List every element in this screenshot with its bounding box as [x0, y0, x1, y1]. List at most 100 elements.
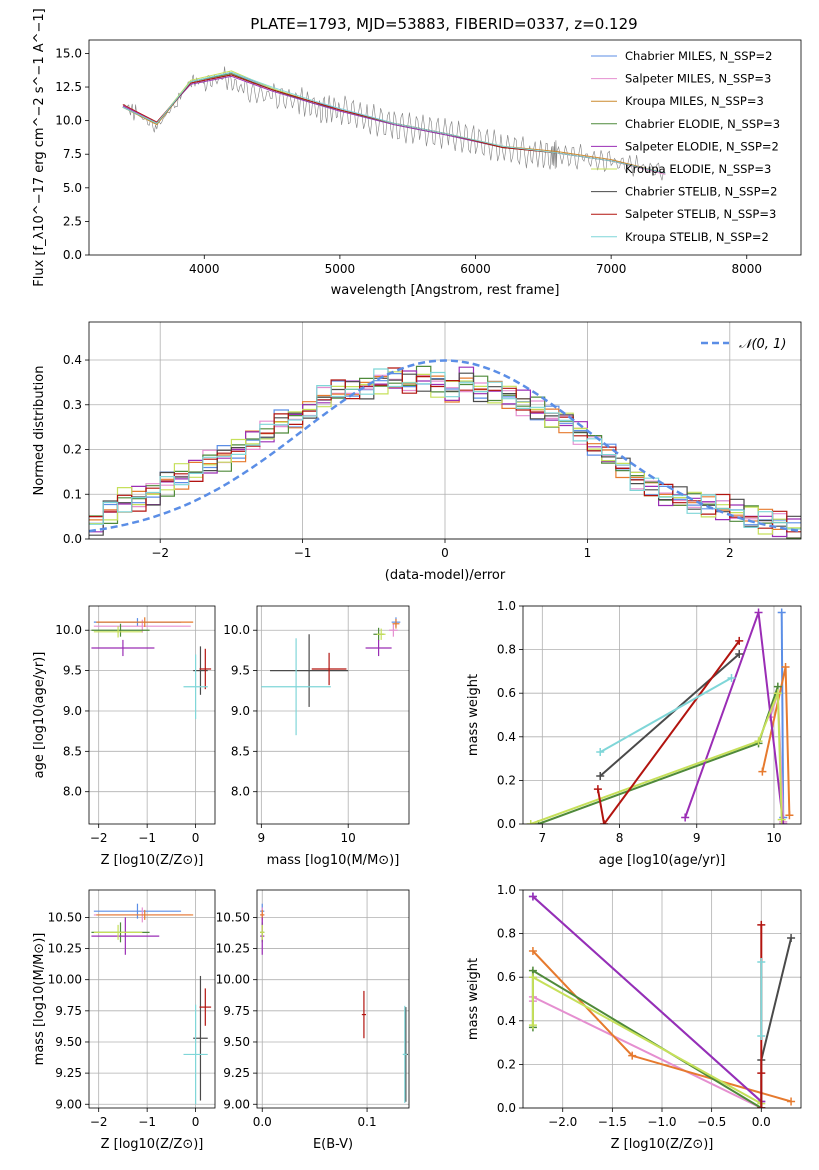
x-tick-label: 0.1 [358, 1115, 377, 1129]
y-tick-label: 0.8 [497, 643, 516, 657]
weight-marker [528, 973, 537, 982]
axes-frame [522, 889, 802, 1109]
axes-frame [256, 889, 410, 1109]
x-tick-label: 7 [538, 831, 546, 845]
weight-marker [777, 815, 786, 824]
weight-marker [754, 608, 763, 617]
y-tick-label: 9.0 [63, 704, 82, 718]
weight-marker [757, 1032, 766, 1041]
x-tick-label: 4000 [189, 262, 220, 276]
weight-line-5 [530, 692, 783, 824]
y-axis-label: mass weight [466, 958, 481, 1040]
x-axis-label: age [log10(age/yr)] [599, 853, 726, 868]
y-tick-label: 10.0 [223, 623, 250, 637]
weight-line-7 [596, 640, 741, 824]
x-tick-label: −1.0 [647, 1115, 676, 1129]
x-tick-label: −1 [138, 1115, 156, 1129]
x-axis-label: Z [log10(Z/Z⊙)] [101, 1137, 204, 1152]
plot-area [528, 892, 796, 1108]
y-tick-label: 9.5 [231, 664, 250, 678]
chart-mass-vs-Z: −2 −1 0 9.00 9.25 9.50 9.75 10.00 10.25 10.50 Z [l… [32, 889, 216, 1152]
x-tick-label: 8 [616, 831, 624, 845]
chart-mass-weight-vs-age: 7 8 9 10 0.0 0.2 0.4 0.6 0.8 1.0 age [log10(age/yr… [466, 599, 802, 868]
plot-area [260, 903, 408, 1104]
plot-area [91, 903, 212, 1105]
y-tick-label: 0.0 [63, 248, 82, 262]
x-axis-label: wavelength [Angstrom, rest frame] [331, 283, 560, 298]
chart-spectrum: 4000 5000 6000 7000 8000 0.0 2.5 5.0 7.5 10.0 12.5… [32, 8, 802, 298]
y-tick-label: 0.0 [497, 1101, 516, 1115]
weight-marker [628, 1051, 637, 1060]
y-tick-label: 1.0 [497, 599, 516, 613]
chart-mass-vs-ebv: 0.0 0.1 9.00 9.25 9.50 9.75 10.00 10.25 10.50 E(B… [216, 889, 410, 1152]
weight-marker [526, 820, 535, 824]
x-tick-label: 9 [693, 831, 701, 845]
y-tick-label: 10.25 [48, 942, 82, 956]
weight-marker [681, 813, 690, 822]
x-tick-label: −1.5 [598, 1115, 627, 1129]
y-axis-label: mass weight [466, 674, 481, 756]
plot-area [91, 617, 212, 720]
y-tick-label: 0.8 [497, 927, 516, 941]
weight-marker [735, 636, 744, 645]
model-series-line-7 [122, 74, 666, 174]
y-tick-label: 0.6 [497, 970, 516, 984]
weight-line-6 [760, 937, 793, 1108]
y-tick-label: 0.2 [497, 1057, 516, 1071]
weight-marker [596, 772, 605, 781]
y-tick-label: 8.0 [231, 785, 250, 799]
x-tick-label: 1 [584, 546, 592, 560]
legend-label: Chabrier ELODIE, N_SSP=3 [625, 117, 780, 131]
y-tick-label: 9.50 [223, 1035, 250, 1049]
x-tick-label: −2 [90, 831, 108, 845]
y-tick-label: 9.00 [55, 1097, 82, 1111]
x-axis-label: Z [log10(Z/Z⊙)] [101, 853, 204, 868]
observed-spectrum-line [122, 66, 664, 181]
weight-marker [735, 649, 744, 658]
legend-label: Salpeter MILES, N_SSP=3 [625, 72, 771, 86]
weight-marker [757, 1069, 766, 1078]
y-axis-label: Normed distribution [32, 366, 47, 496]
legend-label: Chabrier MILES, N_SSP=2 [625, 49, 772, 63]
weight-marker [593, 785, 602, 794]
axes-frame [88, 321, 802, 540]
legend-label: Kroupa STELIB, N_SSP=2 [625, 230, 769, 244]
figure-title: PLATE=1793, MJD=53883, FIBERID=0337, z=0… [250, 15, 637, 33]
y-tick-label: 9.50 [55, 1035, 82, 1049]
y-tick-label: 9.5 [63, 664, 82, 678]
weight-marker [528, 892, 537, 901]
legend-label: Chabrier STELIB, N_SSP=2 [625, 185, 777, 199]
y-tick-label: 0.4 [63, 353, 82, 367]
x-tick-label: −2 [90, 1115, 108, 1129]
weight-marker [773, 689, 782, 698]
y-tick-label: 12.5 [55, 80, 82, 94]
weight-line-4 [532, 895, 762, 1103]
axes-frame [88, 39, 802, 256]
weight-marker [757, 1104, 766, 1108]
y-tick-label: 2.5 [63, 214, 82, 228]
legend-label: Salpeter ELODIE, N_SSP=2 [625, 139, 779, 153]
model-series-line-6 [122, 74, 666, 174]
y-tick-label: 10.00 [48, 973, 82, 987]
x-tick-label: 0 [192, 831, 200, 845]
axes-frame [88, 889, 216, 1109]
weight-marker [781, 663, 790, 672]
x-tick-label: 8000 [731, 262, 762, 276]
weight-line-0 [780, 612, 785, 818]
y-tick-label: 9.75 [223, 1004, 250, 1018]
x-tick-label: 0 [441, 546, 449, 560]
weight-marker [596, 748, 605, 757]
y-axis-label: Flux [f_λ10^−17 erg cm^−2 s^−1 A^−1] [32, 8, 47, 286]
model-series-line-8 [122, 71, 666, 174]
weight-marker [528, 1021, 537, 1030]
x-tick-label: 7000 [596, 262, 627, 276]
y-axis-label: age [log10(age/yr)] [32, 652, 47, 779]
y-tick-label: 0.4 [497, 1014, 516, 1028]
chart-age-vs-Z: −2 −1 0 8.0 8.5 9.0 9.5 10.0 Z [log10(Z/Z⊙)] age … [32, 605, 216, 868]
model-series-line-4 [122, 75, 557, 154]
x-axis-label: E(B-V) [313, 1137, 353, 1152]
y-tick-label: 0.6 [497, 686, 516, 700]
y-tick-label: 0.0 [63, 532, 82, 546]
legend-label: Kroupa MILES, N_SSP=3 [625, 94, 764, 108]
